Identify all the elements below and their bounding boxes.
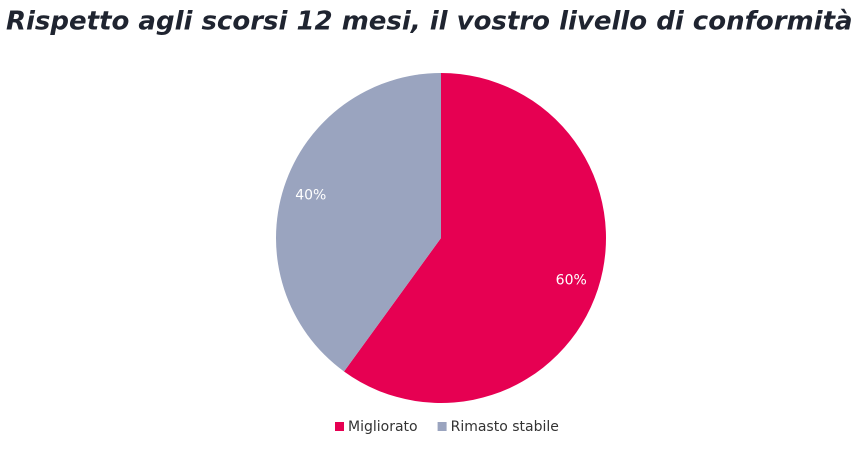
legend-label: Migliorato — [348, 419, 418, 435]
legend-swatch — [437, 422, 447, 431]
chart-title: Rispetto agli scorsi 12 mesi, il vostro … — [6, 7, 851, 37]
legend-label: Rimasto stabile — [451, 419, 559, 435]
pie-slice — [344, 73, 607, 404]
pie-slice — [276, 73, 441, 372]
value-label: 40% — [295, 188, 326, 204]
value-label: 60% — [556, 272, 587, 288]
legend-swatch — [335, 422, 344, 431]
